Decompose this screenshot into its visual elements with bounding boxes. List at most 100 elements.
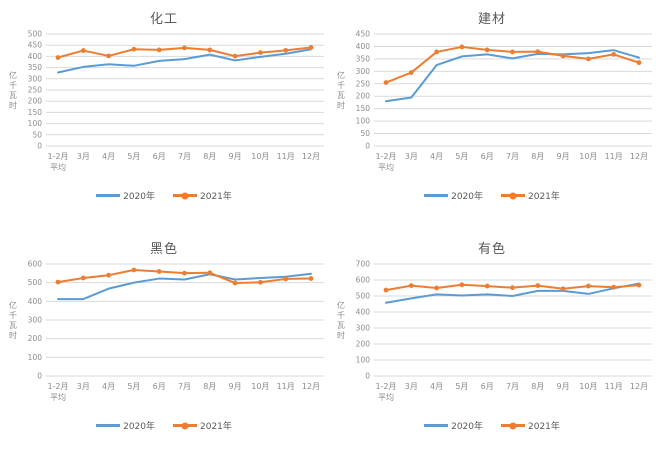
chart-building-materials: 建材 0 50 100 150 200 250 300 350 400 450 1-2月平均 3月 4月…	[328, 0, 656, 230]
legend-item-2021: 2021年	[501, 419, 560, 432]
svg-text:1-2月平均: 1-2月平均	[47, 382, 68, 402]
svg-text:600: 600	[28, 260, 43, 269]
chart-title-chemical: 化工	[149, 12, 178, 27]
legend-item-2020: 2020年	[96, 189, 155, 202]
legend-line-2020-icon	[424, 424, 449, 427]
svg-text:0: 0	[37, 142, 42, 151]
legend-line-2021-icon	[173, 192, 197, 199]
chart-plot-ferrous: 0 100 200 300 400 500 600 1-2月平均 3月 4月 5月 6月 7月 8月 9月 1…	[0, 256, 328, 414]
chart-legend-nonferrous: 2020年 2021年	[328, 419, 656, 432]
svg-text:10月: 10月	[251, 152, 269, 161]
svg-text:100: 100	[356, 356, 371, 365]
svg-text:350: 350	[356, 54, 371, 63]
svg-text:7月: 7月	[178, 382, 191, 391]
chart-legend-ferrous: 2020年 2021年	[0, 419, 328, 432]
svg-text:4月: 4月	[430, 382, 443, 391]
svg-text:450: 450	[28, 41, 43, 50]
svg-text:300: 300	[28, 74, 43, 83]
svg-text:5月: 5月	[455, 152, 468, 161]
chart-title-ferrous: 黑色	[149, 242, 178, 257]
svg-text:500: 500	[28, 278, 43, 287]
svg-text:100: 100	[28, 353, 43, 362]
legend-marker-dot	[509, 192, 517, 199]
svg-text:8月: 8月	[203, 382, 216, 391]
legend-label-2021: 2021年	[200, 192, 232, 202]
svg-text:450: 450	[356, 30, 371, 39]
svg-text:11月: 11月	[277, 152, 295, 161]
svg-text:10月: 10月	[251, 382, 269, 391]
svg-text:12月: 12月	[302, 152, 320, 161]
svg-text:200: 200	[356, 92, 371, 101]
svg-text:4月: 4月	[430, 152, 443, 161]
svg-text:50: 50	[32, 130, 42, 139]
svg-text:1-2月平均: 1-2月平均	[375, 382, 396, 402]
svg-text:500: 500	[356, 292, 371, 301]
svg-text:100: 100	[28, 119, 43, 128]
svg-text:150: 150	[28, 108, 43, 117]
svg-text:300: 300	[28, 316, 43, 325]
svg-text:11月: 11月	[605, 382, 623, 391]
svg-text:200: 200	[28, 334, 43, 343]
svg-text:8月: 8月	[203, 152, 216, 161]
chart-legend-building-materials: 2020年 2021年	[328, 189, 656, 202]
legend-line-2020-icon	[96, 424, 121, 427]
svg-text:6月: 6月	[481, 152, 494, 161]
svg-text:11月: 11月	[605, 152, 623, 161]
svg-text:0: 0	[37, 372, 42, 381]
svg-text:10月: 10月	[579, 152, 597, 161]
svg-text:4月: 4月	[102, 152, 115, 161]
svg-text:0: 0	[365, 372, 370, 381]
svg-text:50: 50	[360, 129, 370, 138]
legend-marker-dot	[509, 422, 517, 429]
svg-text:5月: 5月	[455, 382, 468, 391]
svg-text:亿千瓦时: 亿千瓦时	[337, 70, 345, 110]
svg-text:8月: 8月	[531, 152, 544, 161]
legend-item-2020: 2020年	[424, 189, 483, 202]
chart-plot-building-materials: 0 50 100 150 200 250 300 350 400 450 1-2月平均 3月 4月 5月 6…	[328, 26, 656, 184]
svg-text:9月: 9月	[557, 152, 570, 161]
svg-text:9月: 9月	[557, 382, 570, 391]
svg-text:3月: 3月	[405, 152, 418, 161]
chart-title-nonferrous: 有色	[477, 242, 506, 257]
svg-text:150: 150	[356, 104, 371, 113]
legend-label-2020: 2020年	[123, 422, 155, 432]
legend-label-2021: 2021年	[528, 192, 560, 202]
legend-marker-dot	[181, 422, 189, 429]
svg-text:1-2月平均: 1-2月平均	[375, 152, 396, 172]
legend-line-2021-icon	[501, 192, 525, 199]
legend-line-2020-icon	[424, 194, 449, 197]
svg-text:3月: 3月	[77, 382, 90, 391]
legend-line-2021-icon	[173, 422, 197, 429]
legend-marker-dot	[181, 192, 189, 199]
legend-label-2020: 2020年	[451, 422, 483, 432]
chart-chemical: 化工 0 50 100 150 200 250 300 350 400 450 500 1-2月平均 3…	[0, 0, 328, 230]
svg-text:8月: 8月	[531, 382, 544, 391]
svg-text:6月: 6月	[153, 152, 166, 161]
svg-text:200: 200	[28, 97, 43, 106]
legend-label-2020: 2020年	[451, 192, 483, 202]
svg-text:6月: 6月	[153, 382, 166, 391]
svg-text:亿千瓦时: 亿千瓦时	[9, 70, 17, 110]
chart-nonferrous: 有色 0 100 200 300 400 500 600 700 1-2月平均 3月 4月 5月 6月 7…	[328, 230, 656, 460]
svg-text:9月: 9月	[229, 152, 242, 161]
svg-text:7月: 7月	[178, 152, 191, 161]
legend-item-2021: 2021年	[173, 189, 232, 202]
svg-text:100: 100	[356, 117, 371, 126]
svg-text:7月: 7月	[506, 152, 519, 161]
legend-item-2020: 2020年	[96, 419, 155, 432]
legend-line-2020-icon	[96, 194, 121, 197]
chart-title-building-materials: 建材	[477, 12, 506, 27]
legend-line-2021-icon	[501, 422, 525, 429]
svg-text:9月: 9月	[229, 382, 242, 391]
svg-text:6月: 6月	[481, 382, 494, 391]
svg-text:11月: 11月	[277, 382, 295, 391]
svg-text:250: 250	[28, 86, 43, 95]
svg-text:350: 350	[28, 63, 43, 72]
svg-text:600: 600	[356, 276, 371, 285]
legend-label-2020: 2020年	[123, 192, 155, 202]
svg-text:200: 200	[356, 340, 371, 349]
svg-text:亿千瓦时: 亿千瓦时	[337, 300, 345, 340]
svg-text:3月: 3月	[77, 152, 90, 161]
svg-text:3月: 3月	[405, 382, 418, 391]
